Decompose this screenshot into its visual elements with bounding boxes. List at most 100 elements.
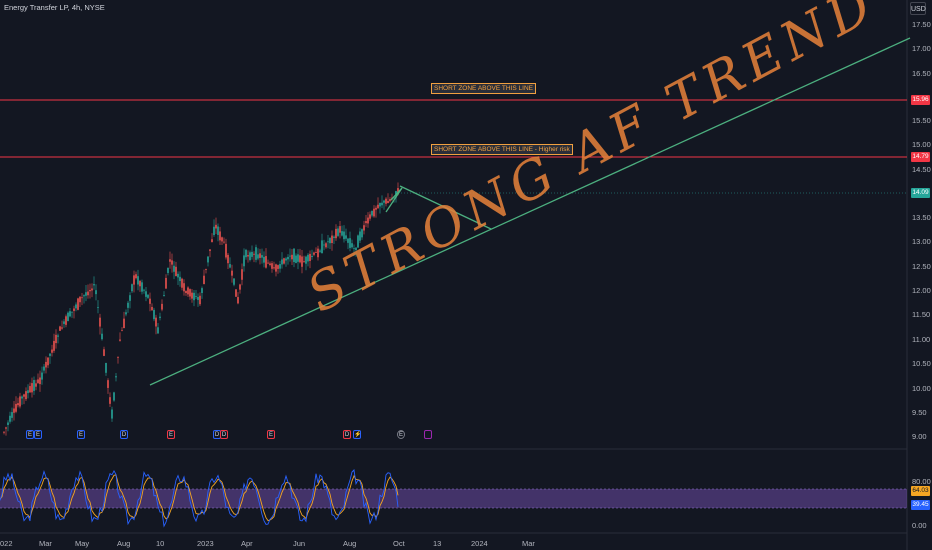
earnings-event-icon[interactable]: E — [26, 430, 34, 439]
candle — [49, 353, 51, 356]
candle — [137, 276, 139, 285]
candle — [171, 260, 173, 265]
projection-line[interactable] — [399, 185, 492, 230]
dividend-event-icon[interactable]: E — [267, 430, 275, 439]
candle — [353, 248, 355, 250]
candle — [291, 254, 293, 260]
candle — [53, 340, 55, 351]
current-price-tag: 14.09 — [911, 188, 930, 198]
candle — [385, 198, 387, 204]
candle — [397, 188, 399, 195]
time-label: Mar — [522, 539, 535, 548]
candle — [249, 252, 251, 261]
candle — [185, 290, 187, 294]
earnings-event-icon[interactable]: ⚡ — [353, 430, 362, 439]
candle — [311, 255, 313, 257]
price-label: 12.00 — [912, 286, 931, 295]
candle — [253, 253, 255, 255]
candle — [107, 380, 109, 388]
candle — [309, 253, 311, 261]
candle — [67, 312, 69, 322]
candle — [191, 292, 193, 299]
candle — [321, 240, 323, 254]
candle — [281, 259, 283, 265]
candle — [387, 200, 389, 204]
candle — [135, 274, 137, 279]
price-label: 10.50 — [912, 359, 931, 368]
trendline[interactable] — [149, 37, 911, 386]
earnings-event-icon[interactable]: D — [120, 430, 128, 439]
time-label: 10 — [156, 539, 165, 548]
candle — [193, 292, 195, 301]
price-label: 10.00 — [912, 384, 931, 393]
candle — [373, 208, 375, 217]
candle — [111, 409, 113, 419]
lower-note-label[interactable]: SHORT ZONE ABOVE THIS LINE - Higher risk — [431, 144, 573, 155]
earnings-event-icon[interactable]: E — [34, 430, 42, 439]
candle — [95, 290, 97, 295]
dividend-event-icon[interactable]: D — [220, 430, 228, 439]
candle — [81, 297, 83, 299]
candle — [233, 278, 235, 285]
candle — [101, 333, 103, 340]
candle — [119, 339, 121, 341]
candle — [213, 226, 215, 236]
dividend-event-icon[interactable]: D — [343, 430, 351, 439]
currency-button[interactable]: USD — [910, 2, 926, 15]
candle — [381, 202, 383, 206]
candle — [19, 396, 21, 407]
candle — [31, 383, 33, 393]
candle — [297, 254, 299, 262]
candle — [17, 403, 19, 406]
candle — [149, 298, 151, 304]
candle — [277, 265, 279, 269]
candle — [389, 199, 391, 202]
candle — [357, 235, 359, 248]
candle — [267, 262, 269, 264]
candle — [57, 335, 59, 337]
candle — [331, 235, 333, 244]
oscillator-k-line — [0, 469, 399, 528]
candle — [21, 396, 23, 399]
candle — [287, 256, 289, 260]
candle — [317, 248, 319, 258]
dividend-event-icon[interactable]: E — [167, 430, 175, 439]
candle — [243, 255, 245, 267]
upper-note-label[interactable]: SHORT ZONE ABOVE THIS LINE — [431, 83, 536, 94]
candle — [265, 256, 267, 268]
candle — [131, 284, 133, 292]
candle — [305, 256, 307, 264]
candle — [279, 264, 281, 269]
time-label: Oct — [393, 539, 405, 548]
candle — [323, 244, 325, 246]
candle — [179, 276, 181, 282]
candle — [247, 255, 249, 257]
candle — [83, 295, 85, 297]
split-event-icon[interactable]: E — [397, 430, 405, 439]
candle — [7, 422, 9, 425]
candle — [51, 349, 53, 353]
candle — [63, 321, 65, 324]
time-label: Jun — [293, 539, 306, 548]
candle — [123, 318, 125, 329]
earnings-event-icon[interactable]: E — [77, 430, 85, 439]
candle — [263, 256, 265, 263]
future-event-icon[interactable] — [424, 430, 432, 439]
candle — [117, 356, 119, 358]
candle — [27, 390, 29, 394]
candle — [377, 204, 379, 209]
candle — [75, 304, 77, 309]
candle — [77, 298, 79, 310]
candle — [65, 316, 67, 325]
candle — [275, 264, 277, 272]
candle — [41, 372, 43, 380]
candle — [245, 249, 247, 258]
candle — [289, 255, 291, 257]
price-label: 17.50 — [912, 20, 931, 29]
candle — [221, 237, 223, 242]
candle — [347, 238, 349, 243]
candle — [189, 289, 191, 297]
candle — [333, 236, 335, 238]
candle — [93, 284, 95, 286]
